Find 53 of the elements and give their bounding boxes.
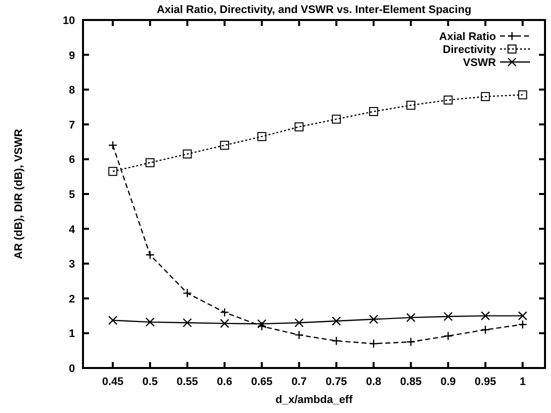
point [182, 318, 192, 328]
point [182, 149, 192, 158]
y-tick-label: 7 [68, 119, 75, 132]
point [332, 316, 341, 326]
y-tick-label: 4 [68, 224, 76, 236]
point [108, 166, 118, 176]
point [145, 317, 155, 327]
point [257, 132, 266, 142]
point [406, 100, 416, 110]
point [294, 122, 304, 132]
x-tick-label: 0.75 [326, 376, 348, 388]
point [369, 107, 378, 116]
y-tick-label: 10 [62, 15, 75, 27]
y-tick-label: 8 [68, 84, 75, 97]
x-tick-label: 0.5 [142, 376, 158, 388]
x-tick-label: 0.85 [400, 376, 422, 388]
point [294, 318, 304, 328]
x-tick-label: 0.65 [251, 376, 273, 388]
y-tick-label: 2 [68, 293, 75, 306]
y-tick-label: 3 [68, 258, 75, 271]
point [257, 319, 266, 328]
x-tick-label: 0.55 [176, 376, 198, 388]
x-axis-title: d_x/ambda_eff [275, 394, 353, 406]
point [332, 114, 341, 124]
point [444, 96, 453, 105]
y-tick-label: 9 [68, 50, 75, 62]
x-tick-label: 0.8 [366, 376, 382, 388]
x-tick-label: 0.95 [474, 376, 496, 388]
point [220, 318, 230, 328]
point [108, 316, 118, 325]
y-axis-title: AR (dB), DIR (dB), VSWR [13, 128, 25, 260]
y-tick-label: 1 [68, 328, 75, 340]
x-tick-label: 0.9 [440, 376, 456, 388]
chart-title: Axial Ratio, Directivity, and VSWR vs. Inter-Element Spacing [156, 4, 472, 16]
x-tick-label: 1 [520, 376, 526, 388]
y-tick-label: 6 [68, 154, 75, 166]
point [480, 311, 490, 320]
point [406, 312, 416, 322]
y-tick-label: 5 [68, 189, 75, 201]
x-tick-label: 0.45 [102, 376, 124, 388]
legend-label: Axial Ratio [439, 31, 496, 43]
point [220, 140, 230, 150]
legend-label: Directivity [442, 44, 497, 56]
x-tick-label: 0.7 [291, 376, 307, 388]
x-tick-label: 0.6 [216, 376, 232, 388]
point [518, 311, 528, 320]
y-tick-label: 0 [68, 363, 75, 375]
legend-label: VSWR [463, 57, 496, 69]
point [444, 312, 453, 322]
point [480, 92, 490, 102]
point [518, 90, 528, 100]
point [369, 314, 378, 324]
point [146, 158, 155, 168]
